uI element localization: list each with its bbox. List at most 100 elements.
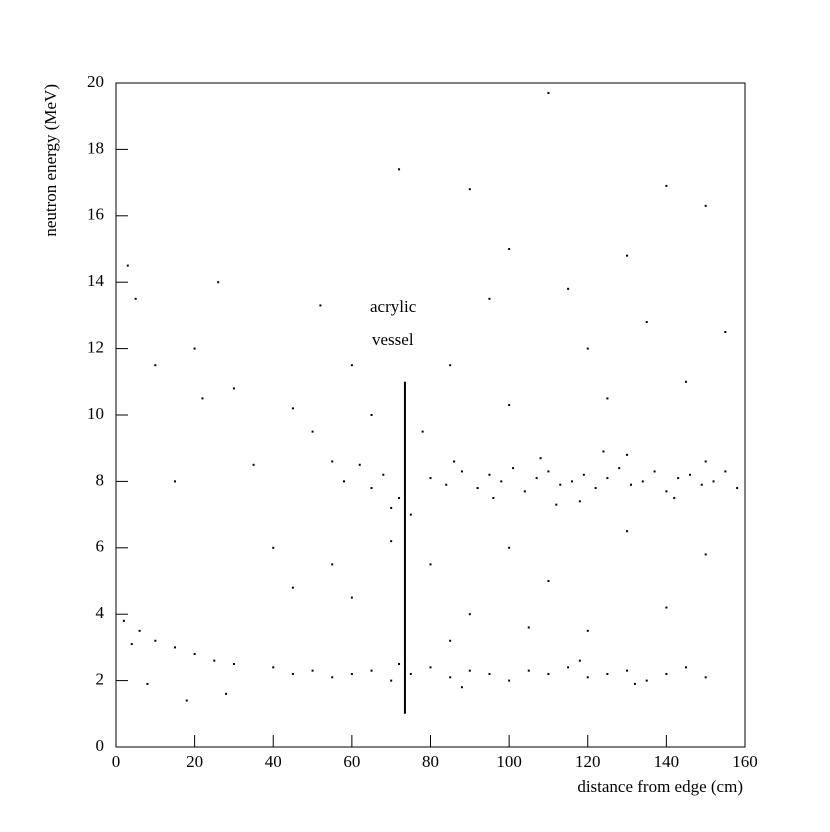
point — [409, 672, 412, 675]
point — [193, 347, 196, 350]
point — [736, 487, 739, 490]
point — [225, 692, 228, 695]
point — [578, 659, 581, 662]
point — [429, 477, 432, 480]
point — [567, 287, 570, 290]
point — [488, 473, 491, 476]
point — [500, 480, 503, 483]
x-tick-label: 140 — [654, 752, 680, 771]
point — [602, 450, 605, 453]
x-axis-label: distance from edge (cm) — [577, 777, 743, 796]
point — [594, 487, 597, 490]
point — [311, 430, 314, 433]
y-tick-label: 12 — [87, 338, 104, 357]
point — [429, 563, 432, 566]
x-tick-label: 20 — [186, 752, 203, 771]
point — [213, 659, 216, 662]
point — [567, 666, 570, 669]
point — [704, 460, 707, 463]
y-tick-label: 20 — [87, 72, 104, 91]
point — [626, 254, 629, 257]
point — [704, 553, 707, 556]
point — [512, 467, 515, 470]
x-tick-label: 80 — [422, 752, 439, 771]
point — [618, 467, 621, 470]
point — [633, 682, 636, 685]
point — [645, 321, 648, 324]
point — [130, 643, 133, 646]
point — [201, 397, 204, 400]
point — [382, 473, 385, 476]
point — [586, 676, 589, 679]
point — [398, 168, 401, 171]
point — [700, 483, 703, 486]
point — [665, 490, 668, 493]
point — [398, 497, 401, 499]
point — [492, 497, 495, 499]
x-tick-label: 60 — [343, 752, 360, 771]
point — [626, 453, 629, 456]
point — [626, 669, 629, 672]
point — [547, 580, 550, 582]
point — [154, 639, 157, 642]
point — [311, 669, 314, 672]
point — [460, 686, 463, 689]
y-tick-label: 16 — [87, 205, 104, 224]
point — [571, 480, 574, 483]
point — [606, 397, 609, 400]
point — [712, 480, 715, 483]
point — [370, 669, 373, 672]
point — [547, 91, 550, 94]
point — [665, 184, 668, 187]
y-tick-label: 10 — [87, 404, 104, 423]
point — [704, 204, 707, 207]
point — [488, 297, 491, 300]
x-tick-label: 160 — [732, 752, 758, 771]
point — [331, 676, 334, 679]
y-tick-label: 18 — [87, 138, 104, 157]
point — [390, 506, 393, 509]
x-tick-label: 40 — [265, 752, 282, 771]
x-tick-label: 0 — [112, 752, 121, 771]
point — [193, 653, 196, 656]
point — [586, 347, 589, 350]
point — [185, 699, 188, 702]
point — [665, 606, 668, 609]
point — [653, 470, 656, 473]
point — [460, 470, 463, 473]
point — [291, 672, 294, 675]
annotation: acrylic — [370, 297, 417, 316]
point — [688, 473, 691, 476]
point — [252, 463, 255, 466]
point — [390, 679, 393, 682]
point — [586, 629, 589, 632]
x-tick-label: 100 — [496, 752, 522, 771]
point — [217, 281, 220, 284]
point — [685, 666, 688, 669]
point — [398, 663, 401, 665]
point — [527, 669, 530, 672]
point — [645, 679, 648, 682]
point — [449, 364, 452, 367]
point — [409, 513, 412, 516]
y-tick-label: 2 — [96, 670, 105, 689]
point — [673, 497, 676, 499]
point — [343, 480, 346, 483]
point — [555, 503, 558, 506]
point — [331, 563, 334, 566]
point — [350, 596, 353, 599]
point — [629, 483, 632, 486]
point — [468, 669, 471, 672]
point — [508, 404, 511, 407]
point — [724, 470, 727, 473]
y-tick-label: 6 — [96, 537, 105, 556]
plot-frame — [115, 82, 746, 748]
annotation: vessel — [372, 330, 414, 349]
point — [476, 487, 479, 490]
point — [390, 540, 393, 543]
y-tick-label: 0 — [96, 736, 105, 755]
point — [429, 666, 432, 669]
point — [232, 663, 235, 665]
point — [291, 586, 294, 589]
